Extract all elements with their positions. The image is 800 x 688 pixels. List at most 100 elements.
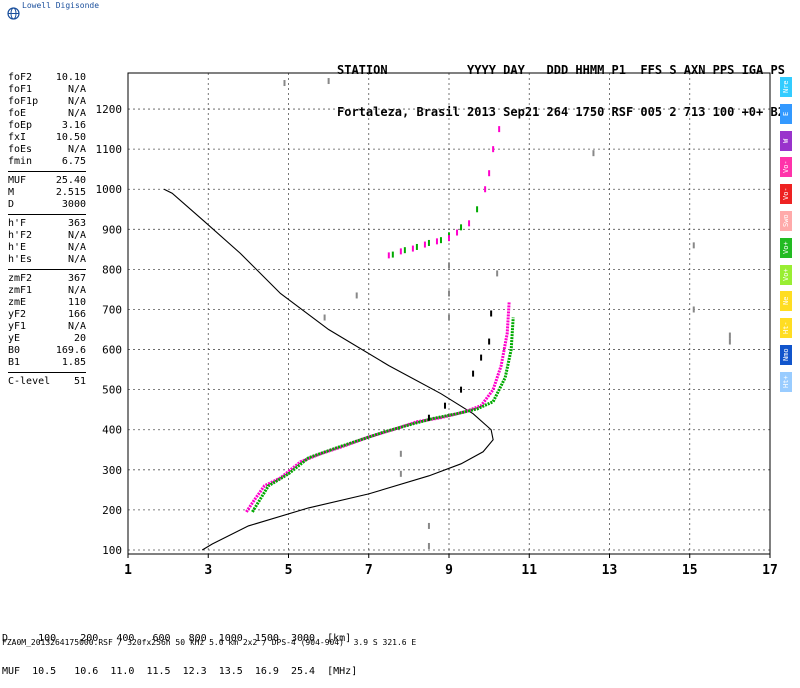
param-name: B0 — [8, 345, 21, 356]
y-tick-label: 600 — [102, 344, 122, 357]
echo-point — [484, 186, 487, 193]
param-name: foEp — [8, 120, 33, 131]
echo-point — [592, 150, 595, 157]
legend-swatch: Ht- — [780, 318, 792, 339]
legend-swatch: E — [780, 103, 792, 124]
echo-point — [488, 170, 491, 177]
echo-point — [448, 235, 450, 242]
param-value: 3000 — [61, 199, 86, 210]
param-name: foF1 — [8, 84, 33, 95]
param-name: yF2 — [8, 309, 27, 320]
param-name: MUF — [8, 175, 27, 186]
legend-swatch: Vo- — [780, 184, 792, 205]
echo-point — [399, 248, 402, 255]
y-tick-label: 100 — [102, 544, 122, 557]
param-row: h'F2 N/A — [8, 230, 86, 242]
param-value: N/A — [67, 108, 86, 119]
echo-point — [399, 470, 402, 477]
param-value: N/A — [67, 230, 86, 241]
echo-point — [728, 338, 731, 345]
param-name: h'E — [8, 242, 27, 253]
x-tick-label: 1 — [124, 563, 132, 578]
echo-point — [480, 354, 483, 361]
muf-row: MUF 10.5 10.6 11.0 11.5 12.3 13.5 16.9 2… — [2, 666, 358, 677]
echo-point — [492, 146, 495, 153]
y-tick-label: 700 — [102, 303, 122, 316]
echo-point — [472, 370, 475, 377]
param-row: D 3000 — [8, 199, 86, 211]
param-row: fmin 6.75 — [8, 156, 86, 168]
param-name: B1 — [8, 357, 21, 368]
param-value: 25.40 — [55, 175, 86, 186]
param-name: h'F2 — [8, 230, 33, 241]
y-tick-label: 500 — [102, 384, 122, 397]
param-value: N/A — [67, 321, 86, 332]
legend-swatch: Swo — [780, 210, 792, 231]
legend-swatch: Nre — [780, 77, 792, 97]
echo-point — [476, 206, 479, 213]
echo-point — [448, 314, 450, 321]
param-value: 363 — [67, 218, 86, 229]
echo-point — [427, 239, 430, 246]
y-tick-label: 1000 — [96, 183, 123, 196]
param-value: 10.10 — [55, 72, 86, 83]
echo-point — [427, 542, 430, 549]
echo-point — [456, 229, 459, 236]
echo-point — [387, 252, 390, 259]
param-name: h'F — [8, 218, 27, 229]
param-name: foEs — [8, 144, 33, 155]
echo-point — [415, 243, 418, 250]
y-tick-label: 200 — [102, 504, 122, 517]
echo-point — [692, 306, 695, 313]
y-tick-label: 300 — [102, 464, 122, 477]
echo-point — [448, 290, 450, 297]
param-name: foE — [8, 108, 27, 119]
param-value: 169.6 — [55, 345, 86, 356]
param-separator — [8, 214, 86, 215]
param-value: N/A — [67, 84, 86, 95]
param-row: B0 169.6 — [8, 345, 86, 357]
param-row: h'Es N/A — [8, 254, 86, 266]
param-value: N/A — [67, 242, 86, 253]
echo-point — [403, 247, 406, 254]
echo-point — [355, 292, 358, 299]
x-tick-label: 13 — [602, 563, 618, 578]
param-name: fmin — [8, 156, 33, 167]
legend-swatch: Ht+ — [780, 371, 792, 392]
param-name: foF2 — [8, 72, 33, 83]
x-tick-label: 15 — [682, 563, 698, 578]
x-tick-label: 17 — [762, 563, 778, 578]
echo-point — [435, 238, 438, 245]
header-values: Fortaleza, Brasil 2013 Sep21 264 1750 RS… — [337, 105, 785, 119]
param-value: N/A — [67, 144, 86, 155]
param-row: h'E N/A — [8, 242, 86, 254]
legend-swatch: Ne — [780, 291, 792, 312]
y-tick-label: 1100 — [96, 143, 123, 156]
legend-swatch: W — [780, 130, 792, 151]
param-value: 367 — [67, 273, 86, 284]
param-row: zmF2 367 — [8, 273, 86, 285]
param-row: foEs N/A — [8, 144, 86, 156]
param-row: h'F 363 — [8, 218, 86, 230]
legend-swatch: Vo+ — [780, 237, 792, 258]
param-row: foEp 3.16 — [8, 120, 86, 132]
param-value: 3.16 — [61, 120, 86, 131]
param-name: h'Es — [8, 254, 33, 265]
param-value: 51 — [73, 376, 86, 387]
echo-point — [327, 78, 330, 85]
echo-point — [283, 80, 286, 87]
param-value: 6.75 — [61, 156, 86, 167]
param-name: zmF2 — [8, 273, 33, 284]
virtual-height-curve — [163, 188, 494, 551]
x-tick-label: 7 — [365, 563, 373, 578]
param-value: 166 — [67, 309, 86, 320]
param-value: 110 — [67, 297, 86, 308]
param-row: M 2.515 — [8, 187, 86, 199]
echo-point — [498, 126, 501, 133]
echo-point — [448, 262, 450, 269]
echo-point — [391, 251, 394, 258]
echo-point — [728, 332, 731, 339]
param-row: yE 20 — [8, 333, 86, 345]
param-name: zmF1 — [8, 285, 33, 296]
ionogram-parameters: foF2 10.10 foF1 N/A foF1p N/A foE N/A foEp 3.16 fx… — [8, 72, 86, 388]
